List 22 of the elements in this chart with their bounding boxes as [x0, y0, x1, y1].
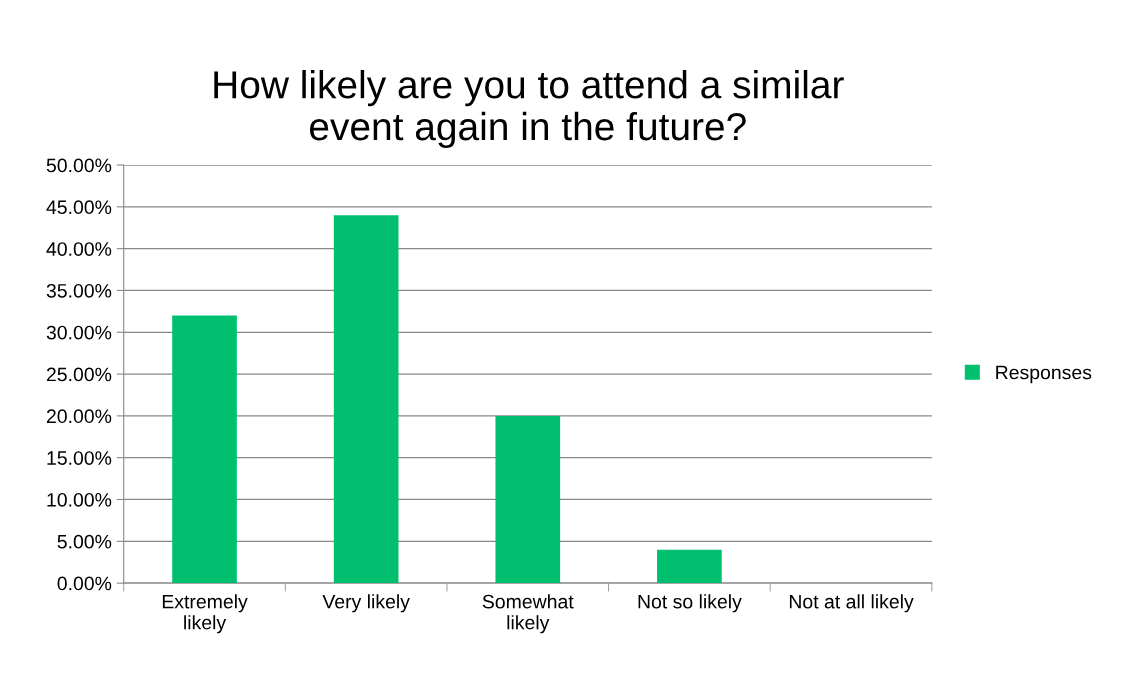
x-tick-label: Not so likely	[638, 594, 742, 613]
y-tick-label: 50.00%	[46, 158, 112, 173]
x-tick-label: Somewhat likely	[482, 594, 574, 634]
y-tick-label: 30.00%	[46, 325, 112, 340]
bar	[657, 549, 722, 584]
y-tick-label: 15.00%	[47, 451, 112, 465]
bar	[172, 315, 237, 584]
x-tick-label: Very likely	[322, 594, 410, 613]
x-tick-label: Extremely likely	[162, 594, 248, 634]
chart-title: How likely are you to attend a similar event again in the future?	[214, 69, 844, 149]
legend-label: Responses	[996, 365, 1092, 384]
bar	[333, 215, 399, 584]
bar	[495, 415, 561, 584]
y-tick-label: 20.00%	[46, 409, 112, 424]
y-tick-label: 35.00%	[46, 283, 112, 298]
y-tick-label: 45.00%	[46, 200, 112, 215]
x-tick-label: Not at all likely	[789, 594, 914, 613]
y-tick-label: 25.00%	[46, 367, 112, 382]
y-tick-label: 40.00%	[46, 242, 112, 256]
y-tick-label: 5.00%	[57, 534, 112, 549]
y-tick-label: 10.00%	[47, 492, 112, 507]
y-tick-label: 0.00%	[57, 576, 112, 591]
